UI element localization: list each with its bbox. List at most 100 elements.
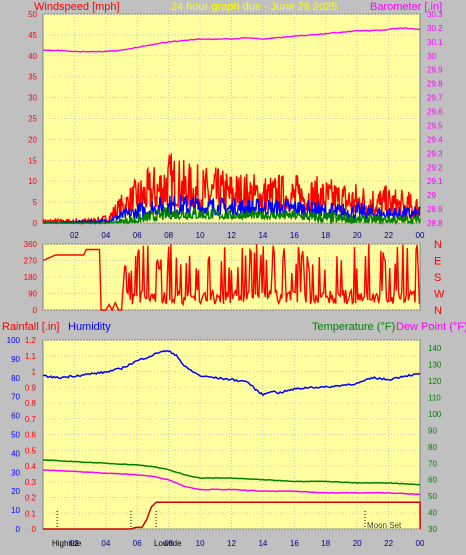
time-tick-label: 08 bbox=[164, 539, 173, 548]
temperature-tick-label: 120 bbox=[428, 377, 442, 386]
direction-tick-label: 360 bbox=[24, 240, 38, 249]
temperature-tick-label: 60 bbox=[428, 476, 437, 485]
barometer-axis-label: Barometer [.in] bbox=[370, 1, 442, 13]
windspeed-axis-label: Windspeed [mph] bbox=[34, 1, 120, 13]
humidity-tick-label: 30 bbox=[11, 468, 20, 477]
windspeed-tick-label: 45 bbox=[28, 31, 37, 40]
direction-tick-label: 270 bbox=[24, 257, 38, 266]
windspeed-tick-label: 10 bbox=[28, 177, 37, 186]
barometer-tick-label: 29 bbox=[427, 191, 436, 200]
weather-panel bbox=[42, 339, 421, 530]
rainfall-tick-label: 0.8 bbox=[25, 399, 37, 408]
rainfall-axis-label: Rainfall [.in] bbox=[2, 321, 59, 333]
windspeed-tick-label: 30 bbox=[28, 94, 37, 103]
temperature-axis-label: Temperature (°F) bbox=[312, 321, 395, 333]
rainfall-tick-label: 1.2 bbox=[25, 336, 37, 345]
time-tick-label: 12 bbox=[227, 539, 236, 548]
humidity-tick-label: 80 bbox=[11, 374, 20, 383]
humidity-tick-label: 60 bbox=[11, 412, 20, 421]
humidity-tick-label: 20 bbox=[11, 487, 20, 496]
dew-point-axis-label: Dew Point (°F) bbox=[396, 321, 466, 333]
humidity-tick-label: 100 bbox=[7, 336, 21, 345]
windspeed-tick-label: 0 bbox=[33, 219, 38, 228]
wind-direction-line bbox=[42, 243, 421, 312]
temperature-tick-label: 30 bbox=[428, 525, 437, 534]
time-tick-label: 16 bbox=[290, 539, 299, 548]
time-tick-label: 22 bbox=[384, 539, 393, 548]
windspeed-tick-label: 5 bbox=[33, 198, 38, 207]
temperature-tick-label: 50 bbox=[428, 492, 437, 501]
moon-set-label: Moon Set bbox=[367, 521, 402, 530]
barometer-tick-label: 29.4 bbox=[427, 135, 443, 144]
windspeed-tick-label: 20 bbox=[28, 135, 37, 144]
time-tick-label: 04 bbox=[101, 539, 110, 548]
barometer-tick-label: 29.7 bbox=[427, 94, 443, 103]
compass-direction-label: S bbox=[434, 272, 441, 284]
time-tick-label: 22 bbox=[384, 231, 393, 240]
temperature-tick-label: 80 bbox=[428, 443, 437, 452]
rainfall-tick-label: 1 bbox=[32, 368, 37, 377]
time-tick-label: 00 bbox=[416, 231, 425, 240]
time-tick-label: 02 bbox=[70, 539, 79, 548]
time-tick-label: 00 bbox=[416, 539, 425, 548]
barometer-tick-label: 29.8 bbox=[427, 80, 443, 89]
temperature-tick-label: 90 bbox=[428, 426, 437, 435]
wind-series-line bbox=[43, 206, 421, 226]
temperature-tick-label: 110 bbox=[428, 394, 441, 403]
barometer-tick-label: 29.1 bbox=[427, 177, 443, 186]
rainfall-tick-label: 0.6 bbox=[25, 431, 37, 440]
time-tick-label: 04 bbox=[101, 231, 110, 240]
windspeed-tick-label: 35 bbox=[28, 73, 37, 82]
barometer-tick-label: 28.8 bbox=[427, 219, 443, 228]
time-tick-label: 20 bbox=[353, 231, 362, 240]
temperature-tick-label: 40 bbox=[428, 509, 437, 518]
humidity-tick-label: 40 bbox=[11, 449, 20, 458]
rainfall-tick-label: 0.4 bbox=[25, 462, 37, 471]
windspeed-tick-label: 50 bbox=[28, 10, 37, 19]
hightide-label: Hightide bbox=[52, 539, 82, 548]
windspeed-tick-label: 15 bbox=[28, 156, 37, 165]
direction-tick-label: 0 bbox=[33, 306, 38, 315]
barometer-tick-label: 29.3 bbox=[427, 149, 443, 158]
weather-series-line bbox=[43, 501, 421, 530]
time-tick-label: 02 bbox=[70, 231, 79, 240]
humidity-tick-label: 70 bbox=[11, 393, 20, 402]
compass-direction-label: N bbox=[434, 239, 442, 251]
barometer-tick-label: 28.9 bbox=[427, 205, 443, 214]
time-tick-label: 18 bbox=[321, 539, 330, 548]
weather-series-line bbox=[42, 459, 421, 486]
rainfall-tick-label: 0.5 bbox=[25, 446, 37, 455]
barometer-tick-label: 29.9 bbox=[427, 66, 443, 75]
rainfall-tick-label: 0.1 bbox=[25, 509, 37, 518]
direction-tick-label: 180 bbox=[24, 273, 38, 282]
time-tick-label: 06 bbox=[133, 539, 142, 548]
rainfall-tick-label: 0.9 bbox=[25, 383, 37, 392]
temperature-tick-label: 100 bbox=[428, 410, 442, 419]
time-tick-label: 20 bbox=[353, 539, 362, 548]
temperature-tick-label: 130 bbox=[428, 361, 442, 370]
rainfall-tick-label: 0.2 bbox=[25, 494, 37, 503]
rainfall-tick-label: 0.3 bbox=[25, 478, 37, 487]
weather-series-line bbox=[42, 469, 421, 496]
windspeed-tick-label: 40 bbox=[28, 52, 37, 61]
humidity-tick-label: 0 bbox=[16, 525, 21, 534]
direction-tick-label: 90 bbox=[28, 290, 37, 299]
windspeed-tick-label: 25 bbox=[28, 115, 37, 124]
time-tick-label: 18 bbox=[321, 231, 330, 240]
temperature-tick-label: 70 bbox=[428, 459, 437, 468]
barometer-tick-label: 30.3 bbox=[427, 10, 443, 19]
rainfall-tick-label: 0 bbox=[32, 525, 37, 534]
rainfall-tick-label: 1.1 bbox=[25, 352, 37, 361]
humidity-tick-label: 90 bbox=[11, 355, 20, 364]
barometer-series-line bbox=[42, 27, 421, 53]
lowtide-label: Lowtide bbox=[154, 539, 182, 548]
barometer-tick-label: 30 bbox=[427, 52, 436, 61]
barometer-tick-label: 29.2 bbox=[427, 163, 443, 172]
time-tick-label: 10 bbox=[196, 539, 205, 548]
wind-series-line bbox=[43, 194, 421, 226]
chart-title: 24 hour graph due - June 28 2025 bbox=[171, 1, 337, 13]
rainfall-tick-label: 0.7 bbox=[25, 415, 37, 424]
barometer-tick-label: 29.6 bbox=[427, 108, 443, 117]
weather-series-line bbox=[42, 349, 421, 397]
